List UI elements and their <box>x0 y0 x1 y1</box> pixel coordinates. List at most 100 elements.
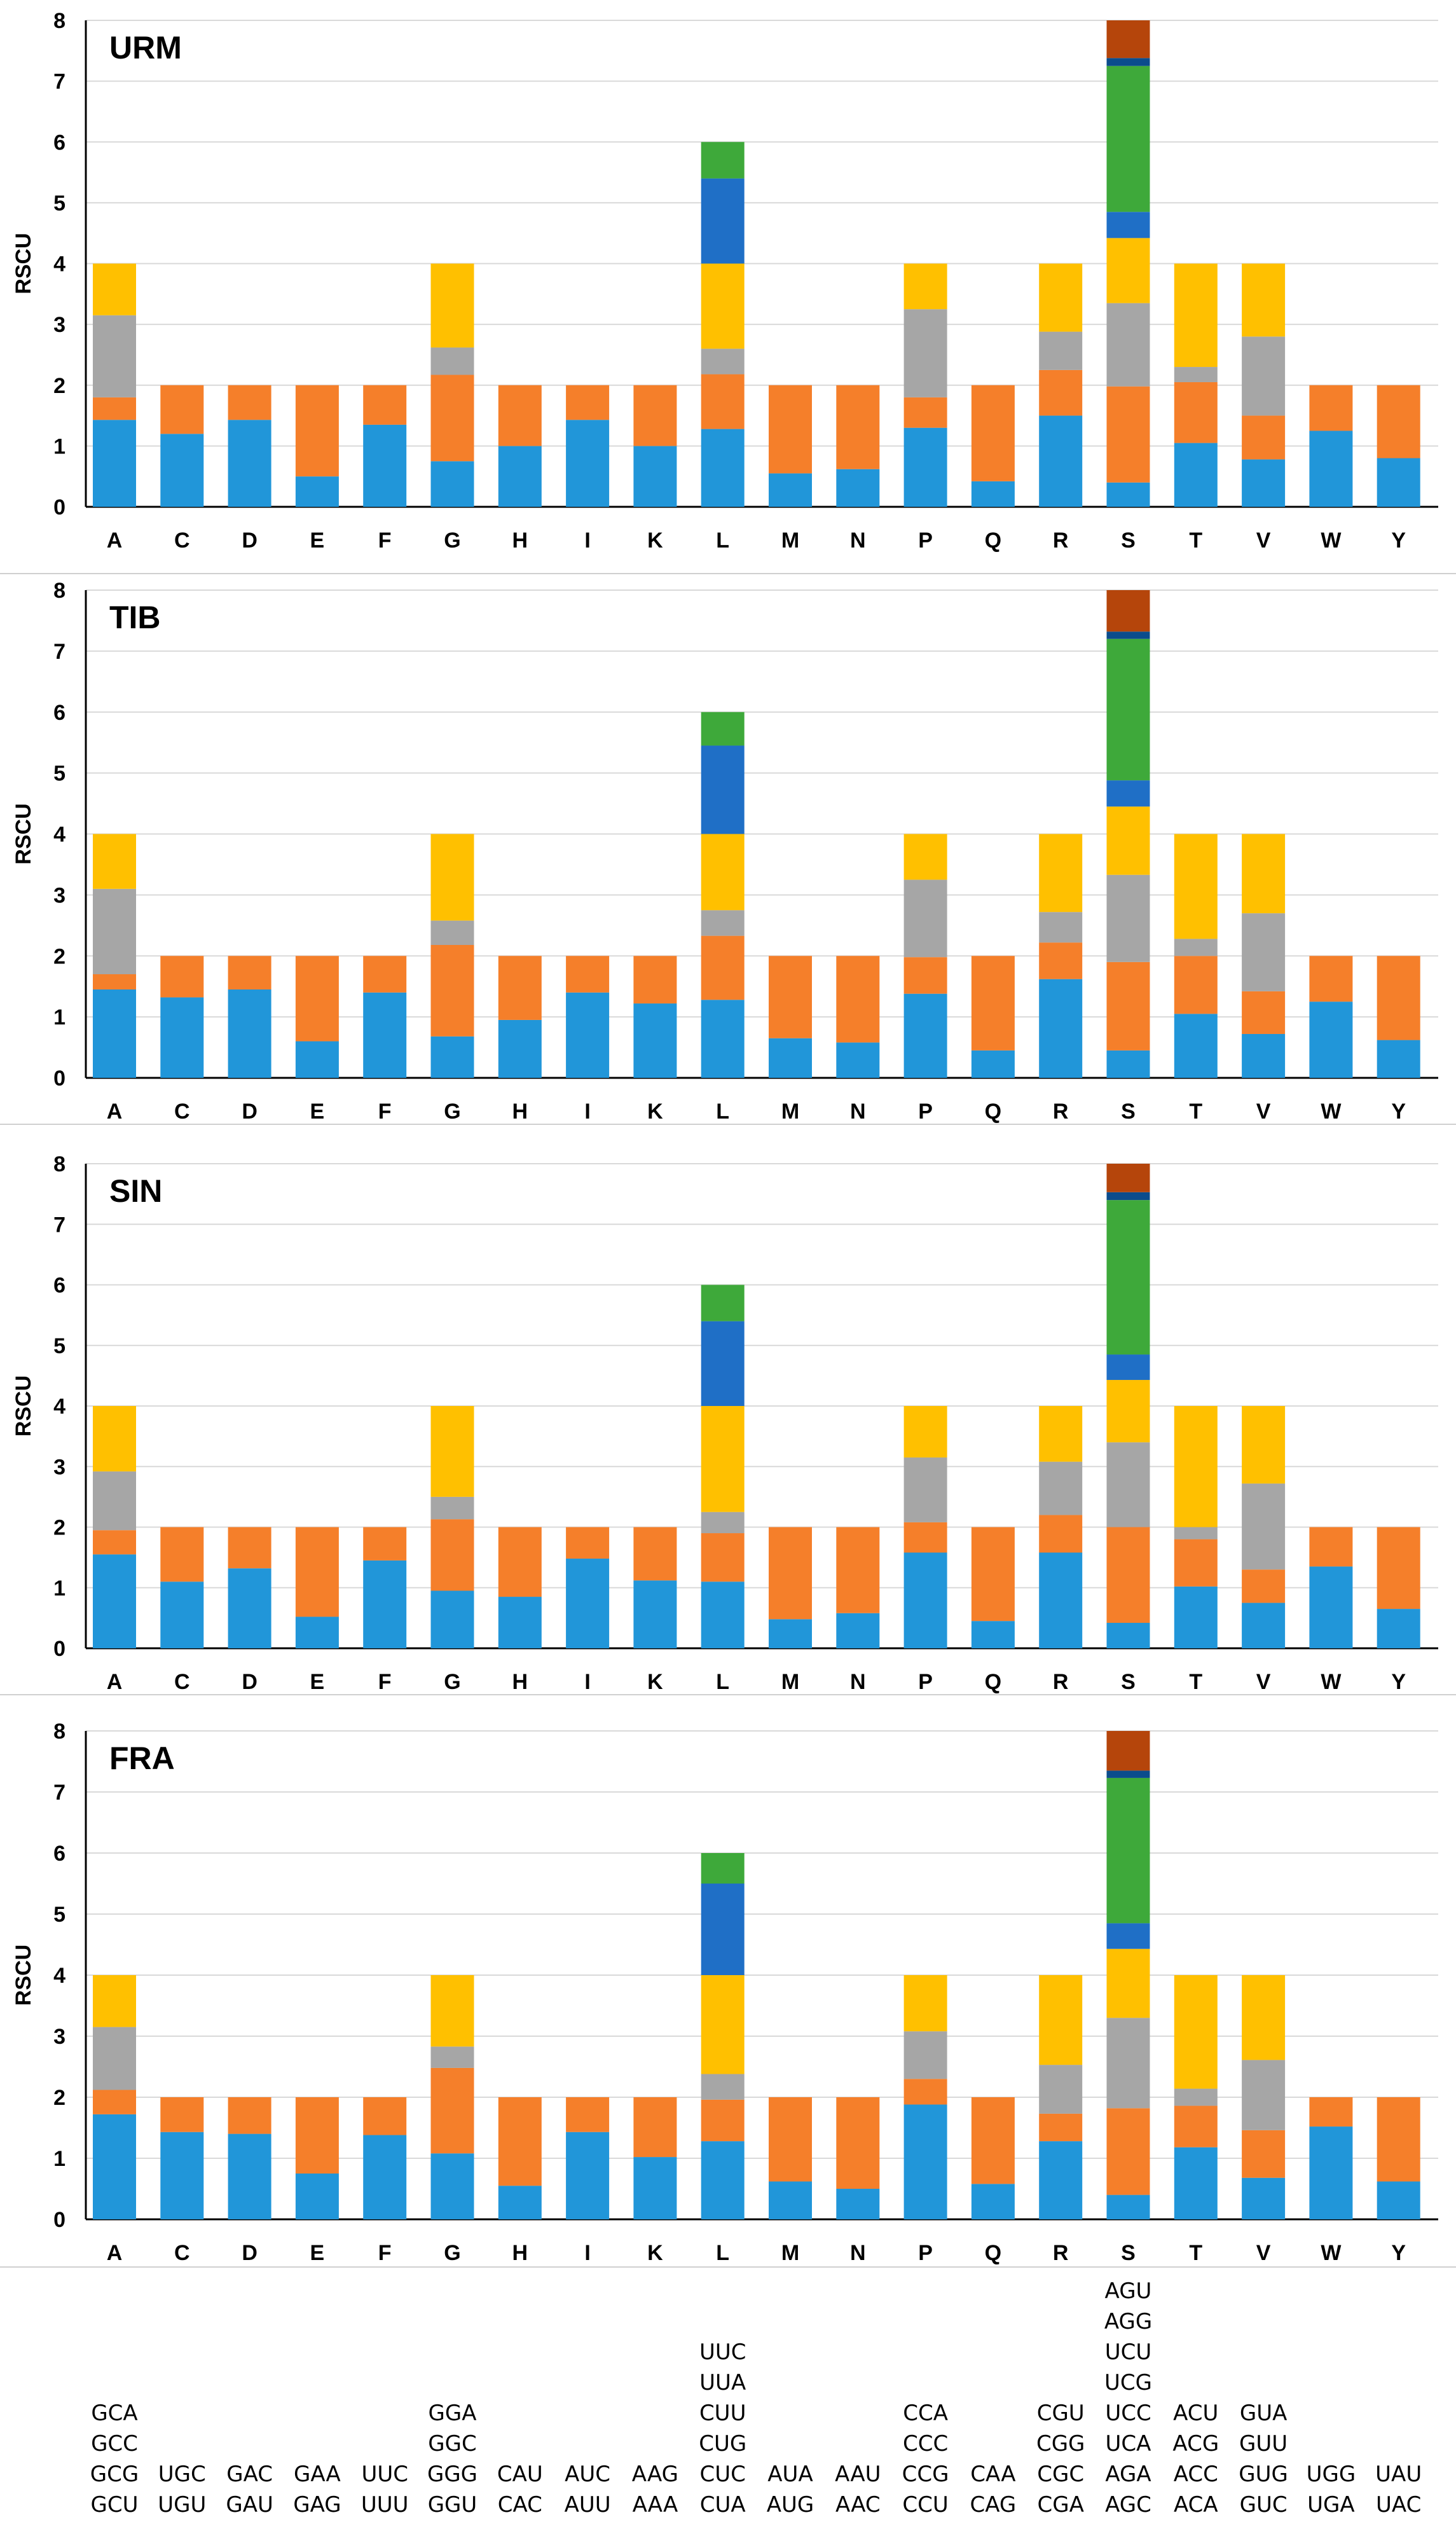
bar-segment-r-4 <box>1039 1975 1083 2065</box>
bar-segment-s-8 <box>1106 1731 1150 1771</box>
bar-segment-v-1 <box>1242 2177 1286 2219</box>
bar-segment-e-1 <box>295 2174 339 2219</box>
bar-segment-v-2 <box>1242 2130 1286 2178</box>
bar-segment-p-1 <box>903 993 947 1078</box>
codon-label: AUC <box>565 2462 610 2487</box>
bar-segment-a-1 <box>93 420 136 507</box>
x-tick-label-h: H <box>512 528 528 553</box>
bar-segment-l-1 <box>701 2141 745 2219</box>
y-tick-label: 1 <box>53 2147 65 2171</box>
y-tick-label: 8 <box>53 9 65 33</box>
bar-segment-l-2 <box>701 374 745 429</box>
bar-segment-d-1 <box>228 420 271 507</box>
bar-segment-d-2 <box>228 956 271 989</box>
y-axis-label: RSCU <box>11 1945 36 2006</box>
codon-label: CUC <box>700 2462 746 2487</box>
bar-segment-g-1 <box>430 1590 474 1648</box>
bar-segment-f-2 <box>363 385 407 425</box>
codon-label: CCA <box>903 2401 948 2426</box>
bar-segment-e-2 <box>295 1527 339 1617</box>
bar-segment-c-1 <box>160 2132 204 2219</box>
y-tick-label: 2 <box>53 1516 65 1540</box>
y-tick-label: 3 <box>53 1455 65 1479</box>
bar-segment-k-1 <box>633 446 677 507</box>
x-tick-label-m: M <box>781 1670 799 1694</box>
y-tick-label: 6 <box>53 1842 65 1866</box>
x-tick-label-n: N <box>850 2241 866 2265</box>
x-tick-label-a: A <box>107 528 123 553</box>
codon-label: AGC <box>1105 2492 1151 2518</box>
y-tick-label: 0 <box>53 495 65 520</box>
bar-segment-l-1 <box>701 1000 745 1078</box>
x-tick-label-p: P <box>918 2241 933 2265</box>
bar-segment-v-4 <box>1242 263 1286 337</box>
bar-segment-h-2 <box>498 385 542 446</box>
x-tick-label-i: I <box>584 2241 590 2265</box>
bar-segment-m-2 <box>769 385 812 474</box>
bar-segment-r-4 <box>1039 1406 1083 1462</box>
bar-segment-l-2 <box>701 935 745 1000</box>
y-tick-label: 5 <box>53 1334 65 1358</box>
bar-segment-h-1 <box>498 446 542 507</box>
bar-segment-q-1 <box>971 2184 1015 2219</box>
bar-segment-s-3 <box>1106 303 1150 387</box>
codon-label: CGC <box>1037 2462 1084 2487</box>
bar-segment-t-1 <box>1174 1586 1218 1648</box>
bar-segment-p-4 <box>903 1406 947 1457</box>
bar-segment-a-1 <box>93 2114 136 2219</box>
codon-label: CAA <box>970 2462 1015 2487</box>
bar-segment-q-1 <box>971 1621 1015 1648</box>
codon-label: AAC <box>835 2492 881 2518</box>
codon-label: UCA <box>1106 2431 1151 2457</box>
bar-segment-k-2 <box>633 2097 677 2158</box>
bar-segment-k-1 <box>633 2157 677 2219</box>
bar-segment-w-1 <box>1309 1566 1353 1648</box>
y-tick-label: 8 <box>53 1152 65 1176</box>
bar-segment-s-7 <box>1106 1770 1150 1778</box>
bar-segment-h-2 <box>498 956 542 1020</box>
bar-segment-q-2 <box>971 956 1015 1051</box>
x-tick-label-f: F <box>378 1670 392 1694</box>
bar-segment-y-1 <box>1377 1609 1420 1648</box>
bar-segment-s-6 <box>1106 638 1150 781</box>
bar-segment-l-1 <box>701 429 745 507</box>
x-tick-label-g: G <box>444 528 460 553</box>
codon-label: ACC <box>1174 2462 1218 2487</box>
x-tick-label-q: Q <box>985 2241 1001 2265</box>
x-tick-label-g: G <box>444 1099 460 1124</box>
bar-segment-e-2 <box>295 956 339 1042</box>
codon-label: AAA <box>633 2492 678 2518</box>
bar-segment-m-2 <box>769 2097 812 2182</box>
x-tick-label-n: N <box>850 1670 866 1694</box>
bar-segment-g-3 <box>430 2046 474 2068</box>
bar-segment-s-1 <box>1106 2195 1150 2219</box>
bar-segment-m-1 <box>769 1038 812 1078</box>
chart-panel-fra: 0 1 2 3 4 5 6 7 8 RSCU FRA A C D E F G H I K L M N P Q R S T V W Y <box>0 1719 1456 2268</box>
x-tick-label-d: D <box>242 2241 258 2265</box>
x-tick-label-d: D <box>242 1670 258 1694</box>
bar-segment-n-2 <box>836 956 880 1043</box>
bar-segment-r-3 <box>1039 1461 1083 1515</box>
codon-label: GUG <box>1239 2462 1288 2487</box>
bar-segment-k-1 <box>633 1003 677 1078</box>
x-tick-label-q: Q <box>985 528 1001 553</box>
bar-segment-h-1 <box>498 1597 542 1648</box>
x-tick-label-y: Y <box>1391 2241 1406 2265</box>
bar-segment-h-1 <box>498 2186 542 2219</box>
bar-segment-n-1 <box>836 2189 880 2219</box>
bar-segment-l-4 <box>701 834 745 911</box>
codon-label: AUA <box>767 2462 813 2487</box>
bar-segment-g-3 <box>430 1496 474 1520</box>
bar-segment-d-2 <box>228 385 271 420</box>
bar-segment-m-1 <box>769 1619 812 1648</box>
x-tick-label-s: S <box>1121 1670 1136 1694</box>
x-tick-label-w: W <box>1321 2241 1342 2265</box>
bar-segment-t-4 <box>1174 263 1218 368</box>
bar-segment-d-1 <box>228 1568 271 1648</box>
bar-segment-g-1 <box>430 2153 474 2219</box>
bar-segment-l-6 <box>701 1853 745 1884</box>
x-tick-label-y: Y <box>1391 528 1406 553</box>
bar-segment-s-7 <box>1106 58 1150 66</box>
bar-segment-r-2 <box>1039 2113 1083 2142</box>
y-tick-label: 5 <box>53 1903 65 1927</box>
